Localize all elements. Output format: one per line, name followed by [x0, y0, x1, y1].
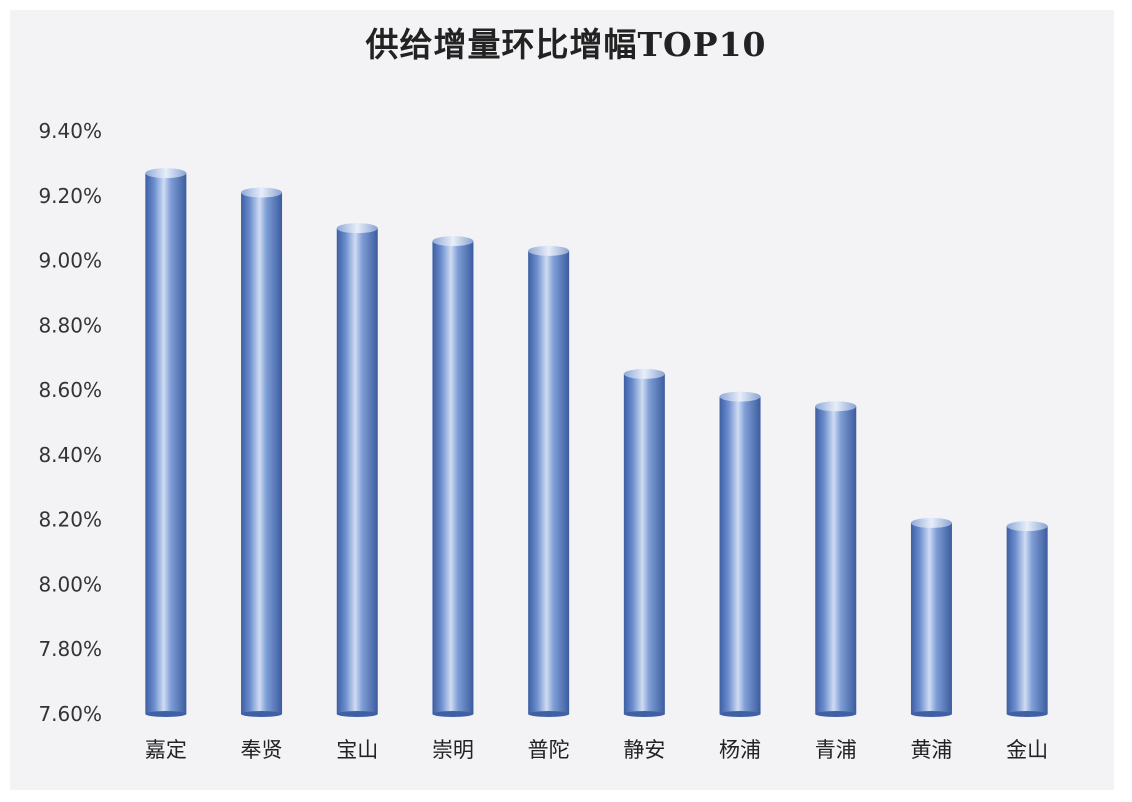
bar-cap: [432, 236, 474, 247]
y-tick-label: 8.40%: [38, 443, 102, 467]
bar-cap: [815, 401, 857, 412]
bar-body: [241, 192, 283, 715]
bar: [336, 223, 378, 717]
bar-base: [432, 711, 474, 717]
bar-body: [145, 173, 187, 714]
bar-cap: [145, 168, 187, 179]
bar-body: [336, 228, 378, 714]
bar-cap: [623, 368, 665, 379]
bar-cap: [910, 517, 952, 528]
bar: [719, 391, 761, 717]
x-axis: 嘉定 奉贤 宝山 崇明 普陀 静安 杨浦 青浦 黄浦 金山: [145, 738, 1048, 762]
y-tick-label: 8.00%: [38, 572, 102, 596]
x-category-label: 宝山: [336, 738, 378, 762]
bar-body: [528, 250, 570, 715]
bar-cap: [336, 223, 378, 234]
bar: [145, 168, 187, 717]
y-tick-label: 9.40%: [38, 119, 102, 143]
bar-cap: [1006, 521, 1048, 532]
bar-base: [336, 711, 378, 717]
x-category-label: 黄浦: [910, 738, 952, 762]
bar: [910, 517, 952, 717]
y-tick-label: 7.60%: [38, 702, 102, 726]
y-tick-label: 9.00%: [38, 249, 102, 273]
bars: [145, 168, 1048, 717]
y-tick-label: 8.60%: [38, 378, 102, 402]
y-tick-label: 8.80%: [38, 313, 102, 337]
bar-base: [145, 711, 187, 717]
bar-base: [241, 711, 283, 717]
bar: [1006, 521, 1048, 717]
x-category-label: 金山: [1006, 738, 1048, 762]
chart-title: 供给增量环比增幅TOP10: [365, 25, 767, 64]
bar-body: [1006, 526, 1048, 714]
bar-base: [815, 711, 857, 717]
x-category-label: 杨浦: [719, 738, 761, 762]
bar: [432, 236, 474, 717]
bar: [815, 401, 857, 717]
y-axis: 7.60% 7.80% 8.00% 8.20% 8.40% 8.60% 8.80% 9.00%…: [38, 119, 102, 726]
bar-body: [815, 406, 857, 714]
x-category-label: 普陀: [528, 738, 570, 762]
x-category-label: 青浦: [815, 738, 857, 762]
bar: [623, 368, 665, 717]
bar-cap: [528, 245, 570, 256]
x-category-label: 嘉定: [145, 738, 187, 762]
bar-base: [910, 711, 952, 717]
bar-body: [432, 241, 474, 714]
bar: [241, 187, 283, 717]
bar: [528, 245, 570, 717]
y-tick-label: 9.20%: [38, 184, 102, 208]
y-tick-label: 7.80%: [38, 637, 102, 661]
x-category-label: 奉贤: [241, 738, 283, 762]
bar-base: [1006, 711, 1048, 717]
bar-cap: [241, 187, 283, 198]
bar-base: [528, 711, 570, 717]
bar-body: [910, 522, 952, 714]
bar-body: [719, 396, 761, 714]
y-tick-label: 8.20%: [38, 508, 102, 532]
bar-cap: [719, 391, 761, 402]
bar-base: [719, 711, 761, 717]
x-category-label: 静安: [623, 738, 665, 762]
x-category-label: 崇明: [432, 738, 474, 762]
bar-body: [623, 373, 665, 714]
bar-base: [623, 711, 665, 717]
